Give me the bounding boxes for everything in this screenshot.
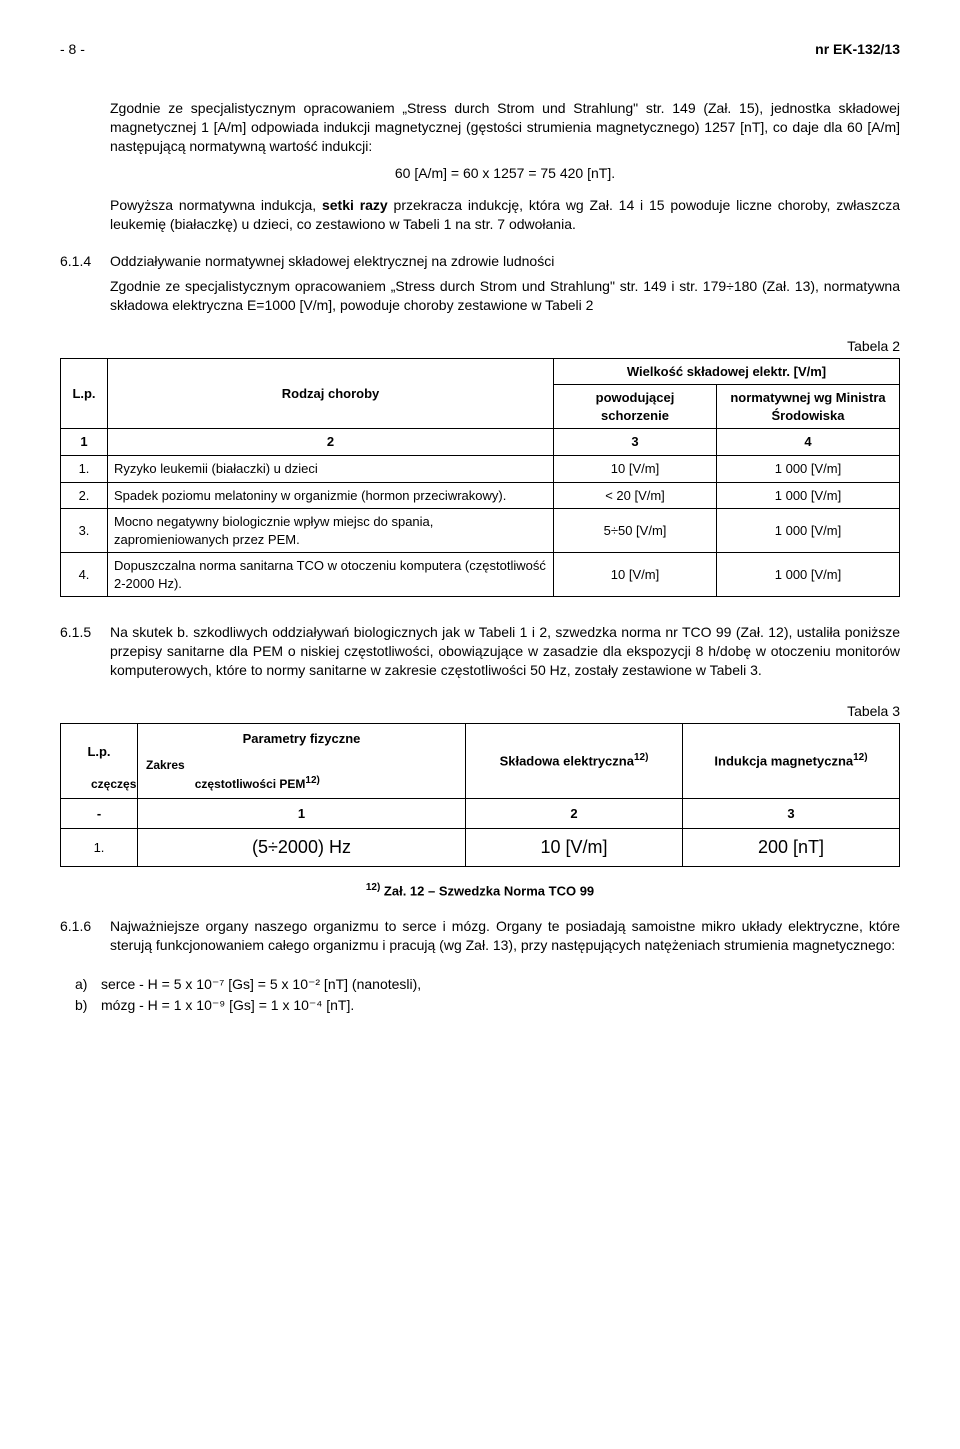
list-item-b: b) mózg - H = 1 x 10⁻⁹ [Gs] = 1 x 10⁻⁴ [… (75, 996, 900, 1015)
t3-hn-1: 1 (138, 798, 466, 829)
t3-head-e: Składowa elektryczna12) (466, 723, 683, 798)
t2-r4-n: 4. (61, 553, 108, 597)
text-frag-a: Powyższa normatywna indukcja, (110, 197, 322, 213)
t2-head-norm: normatywnej wg Ministra Środowiska (717, 385, 900, 429)
t3-zakres-pre: Zakres (146, 758, 185, 772)
section-num-615: 6.1.5 (60, 623, 110, 694)
t2-r1-d: Ryzyko leukemii (białaczki) u dzieci (108, 455, 554, 482)
t3-r1-b: 200 [nT] (683, 829, 900, 866)
t2-head-lp: L.p. (61, 358, 108, 429)
footnote-text: Zał. 12 – Szwedzka Norma TCO 99 (380, 883, 594, 898)
t2-colnum-2: 2 (108, 429, 554, 456)
t3-czeczes: częczęs (91, 777, 136, 791)
t2-r3-n: 3. (61, 509, 108, 553)
table-row: 1. Ryzyko leukemii (białaczki) u dzieci … (61, 455, 900, 482)
t2-head-rodzaj: Rodzaj choroby (108, 358, 554, 429)
table2-caption: Tabela 2 (60, 337, 900, 356)
t2-r4-m: 1 000 [V/m] (717, 553, 900, 597)
t2-r1-m: 1 000 [V/m] (717, 455, 900, 482)
t3-r1-n: 1. (61, 829, 138, 866)
t2-r2-m: 1 000 [V/m] (717, 482, 900, 509)
t2-head-group: Wielkość składowej elektr. [V/m] (554, 358, 900, 385)
ab-a-body: serce - H = 5 x 10⁻⁷ [Gs] = 5 x 10⁻² [nT… (101, 975, 900, 994)
table-row: 2. Spadek poziomu melatoniny w organizmi… (61, 482, 900, 509)
t2-r3-m: 1 000 [V/m] (717, 509, 900, 553)
t3-zakres-line: częstotliwości PEM (195, 777, 306, 791)
ab-a-label: a) (75, 975, 101, 994)
t2-head-pow: powodującej schorzenie (554, 385, 717, 429)
section-num-616: 6.1.6 (60, 917, 110, 969)
table-row: 3. Mocno negatywny biologicznie wpływ mi… (61, 509, 900, 553)
t2-r2-d: Spadek poziomu melatoniny w organizmie (… (108, 482, 554, 509)
list-item-a: a) serce - H = 5 x 10⁻⁷ [Gs] = 5 x 10⁻² … (75, 975, 900, 994)
t3-hn-2: 2 (466, 798, 683, 829)
table-row: 1. (5÷2000) Hz 10 [V/m] 200 [nT] (61, 829, 900, 866)
section-body-615: Na skutek b. szkodliwych oddziaływań bio… (110, 623, 900, 680)
t3-r1-e: 10 [V/m] (466, 829, 683, 866)
t2-r3-v: 5÷50 [V/m] (554, 509, 717, 553)
section-body-614: Zgodnie ze specjalistycznym opracowaniem… (110, 277, 900, 315)
t2-r1-n: 1. (61, 455, 108, 482)
footnote-sup: 12) (366, 882, 380, 893)
t2-r4-v: 10 [V/m] (554, 553, 717, 597)
section-num-614: 6.1.4 (60, 252, 110, 329)
t2-r2-v: < 20 [V/m] (554, 482, 717, 509)
doc-number: nr EK-132/13 (815, 40, 900, 59)
ab-b-label: b) (75, 996, 101, 1015)
t2-r2-n: 2. (61, 482, 108, 509)
t3-b-label: Indukcja magnetyczna (714, 754, 853, 769)
para-intro: Zgodnie ze specjalistycznym opracowaniem… (110, 99, 900, 156)
t3-head-b: Indukcja magnetyczna12) (683, 723, 900, 798)
t2-r3-d: Mocno negatywny biologicznie wpływ miejs… (108, 509, 554, 553)
text-frag-bold: setki razy (322, 197, 388, 213)
equation-line: 60 [A/m] = 60 x 1257 = 75 420 [nT]. (110, 164, 900, 183)
section-body-616: Najważniejsze organy naszego organizmu t… (110, 917, 900, 955)
t2-r4-d: Dopuszczalna norma sanitarna TCO w otocz… (108, 553, 554, 597)
t3-head-param: Parametry fizyczne Zakres częczęs często… (138, 723, 466, 798)
table-3: L.p. Parametry fizyczne Zakres częczęs c… (60, 723, 900, 867)
t3-lp-label: L.p. (69, 743, 129, 761)
section-title-614: Oddziaływanie normatywnej składowej elek… (110, 252, 900, 271)
para-conclusion: Powyższa normatywna indukcja, setki razy… (110, 196, 900, 234)
t2-r1-v: 10 [V/m] (554, 455, 717, 482)
page-number: - 8 - (60, 40, 85, 59)
t3-param-label: Parametry fizyczne (146, 730, 457, 748)
table-row: 4. Dopuszczalna norma sanitarna TCO w ot… (61, 553, 900, 597)
t3-sup-1: 12) (305, 775, 319, 786)
table-2: L.p. Rodzaj choroby Wielkość składowej e… (60, 358, 900, 597)
t3-sup-3: 12) (853, 752, 867, 763)
t3-hn-0: - (61, 798, 138, 829)
table3-caption: Tabela 3 (60, 702, 900, 721)
t3-r1-r: (5÷2000) Hz (138, 829, 466, 866)
t2-colnum-4: 4 (717, 429, 900, 456)
t3-e-label: Składowa elektryczna (500, 754, 634, 769)
t2-colnum-3: 3 (554, 429, 717, 456)
t3-hn-3: 3 (683, 798, 900, 829)
table3-footnote: 12) Zał. 12 – Szwedzka Norma TCO 99 (60, 881, 900, 900)
t2-colnum-1: 1 (61, 429, 108, 456)
t3-sup-2: 12) (634, 752, 648, 763)
ab-b-body: mózg - H = 1 x 10⁻⁹ [Gs] = 1 x 10⁻⁴ [nT]… (101, 996, 900, 1015)
